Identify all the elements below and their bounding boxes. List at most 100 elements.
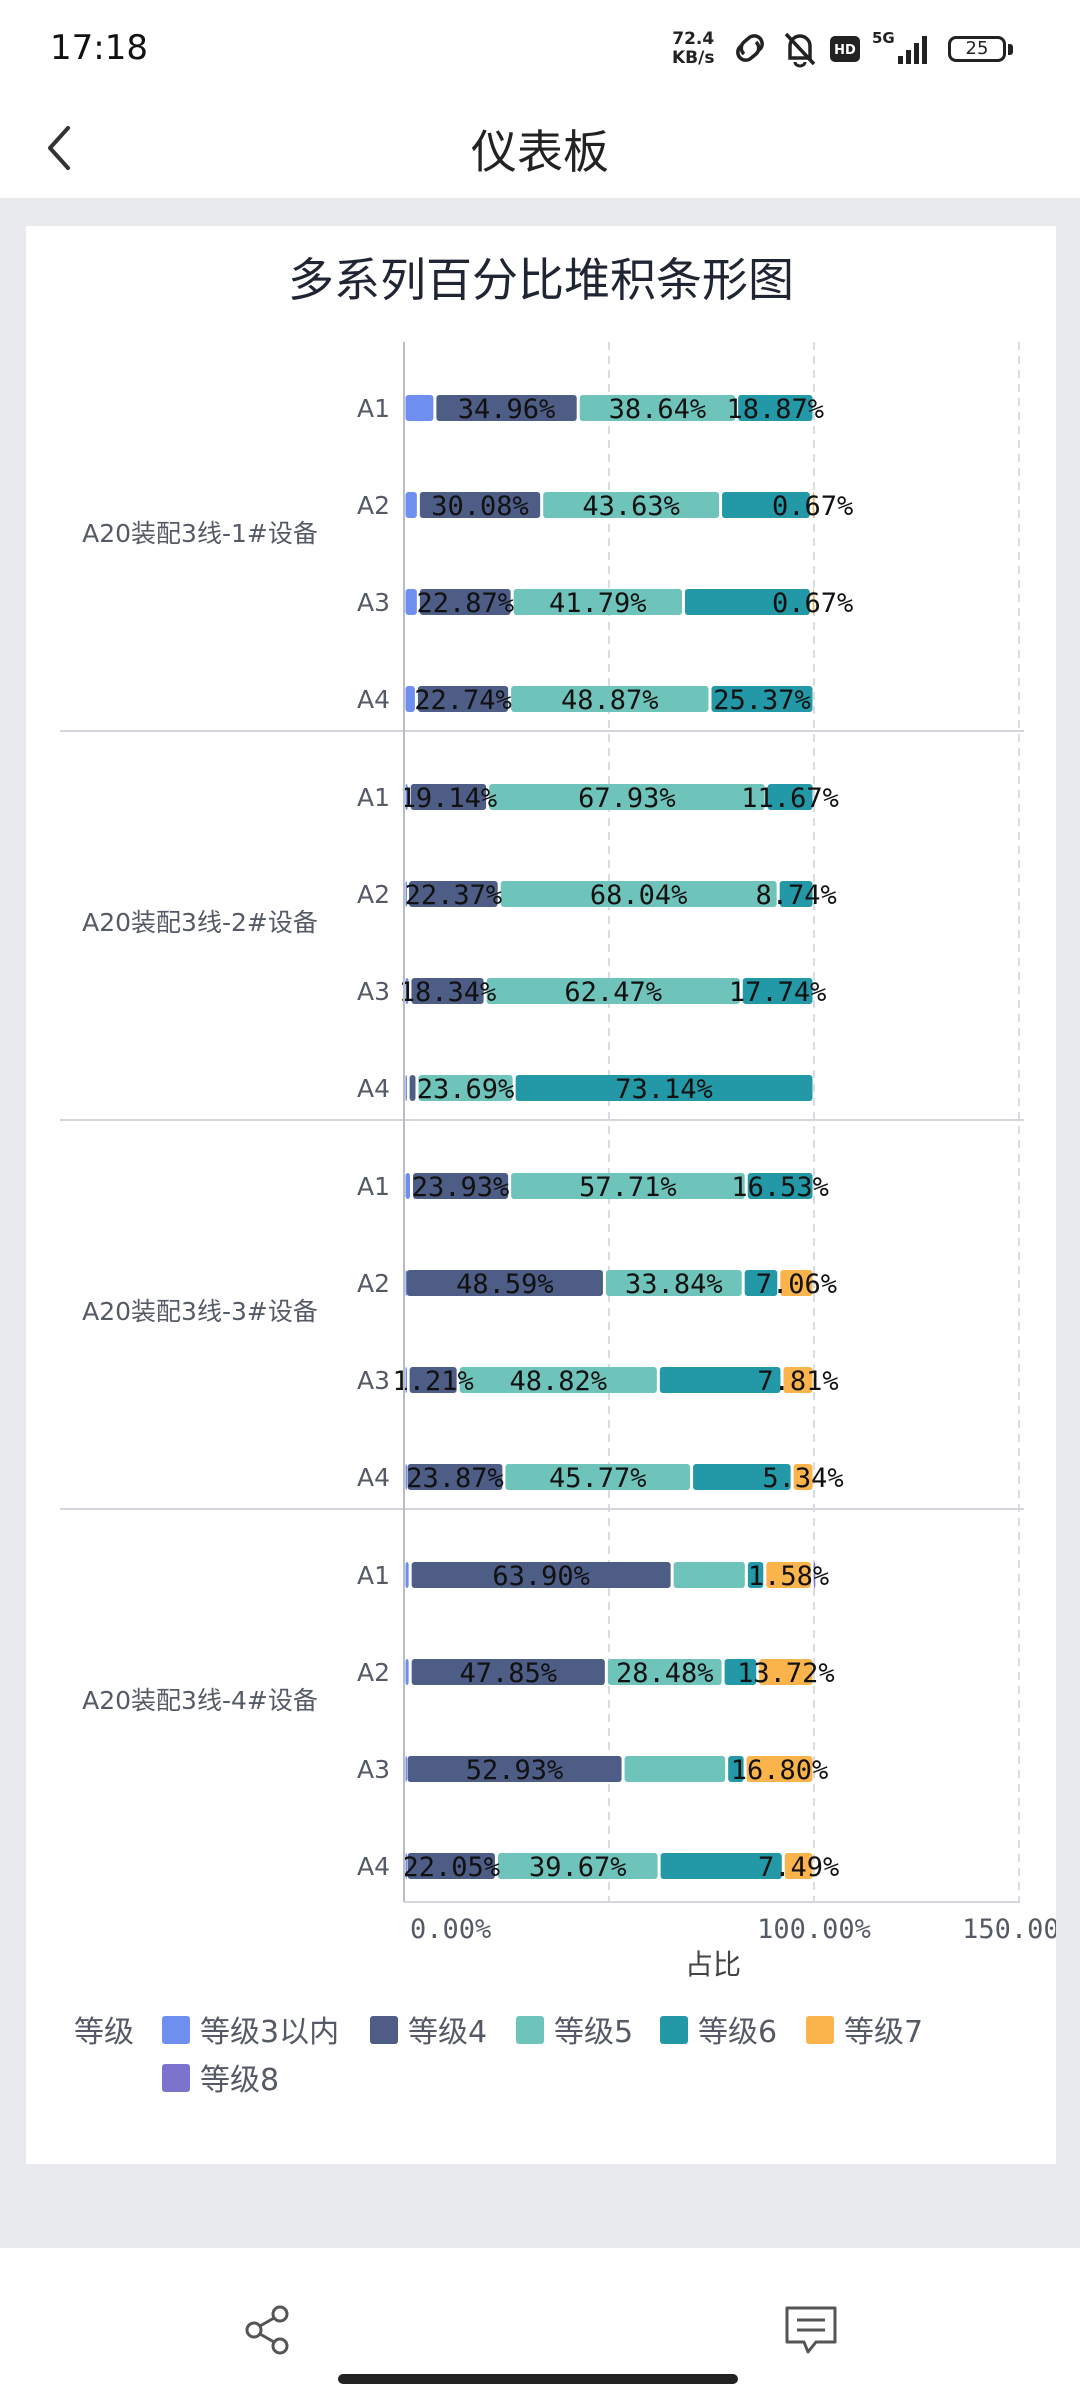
- data-label: 7.06%: [756, 1269, 837, 1300]
- battery-icon: 25: [948, 36, 1006, 62]
- net-speed-unit: KB/s: [672, 48, 715, 68]
- data-label: 0.67%: [772, 588, 853, 619]
- data-label: 48.87%: [561, 685, 659, 716]
- link-icon: [736, 34, 764, 62]
- bar-segment: [405, 492, 417, 518]
- bar-segment: [742, 978, 813, 1004]
- status-bar: 17:18 72.4 KB/s HD 5G 25: [0, 0, 1080, 96]
- bar-segment: [759, 1659, 813, 1685]
- comment-icon: [785, 2306, 837, 2354]
- data-label: 33.84%: [625, 1269, 723, 1300]
- category-label: A3: [357, 1755, 390, 1784]
- x-tick-label: 100.00%: [757, 1914, 871, 1945]
- category-label: A3: [357, 977, 390, 1006]
- svg-text:HD: HD: [834, 43, 856, 58]
- category-label: A1: [357, 394, 390, 423]
- legend-label: 等级7: [844, 2015, 923, 2050]
- data-label: 23.69%: [417, 1074, 515, 1105]
- bar-segment: [405, 1270, 407, 1296]
- bar-segment: [624, 1756, 726, 1782]
- bar-segment: [812, 492, 815, 518]
- bar-segment: [486, 978, 740, 1004]
- bar-segment: [747, 1173, 813, 1199]
- bar-segment: [405, 1853, 407, 1879]
- category-label: A4: [357, 1852, 390, 1881]
- chart-card: 多系列百分比堆积条形图 34.96% 38.64% 18.87% 30.08% 43.6…: [26, 226, 1056, 2164]
- bar-segment: [405, 395, 434, 421]
- legend: 等级 等级3以内 等级4 等级5 等级6 等级7 等级8: [74, 2015, 923, 2098]
- data-label: 45.77%: [549, 1463, 647, 1494]
- legend-swatch: [516, 2016, 544, 2044]
- legend-swatch: [162, 2064, 190, 2092]
- mute-bell-icon: [784, 32, 816, 68]
- legend-swatch: [370, 2016, 398, 2044]
- x-tick-label: 0.00%: [410, 1914, 491, 1945]
- bar-segment: [405, 1562, 409, 1588]
- back-button[interactable]: [30, 118, 90, 178]
- data-label: 18.34%: [399, 977, 497, 1008]
- net-speed: 72.4 KB/s: [672, 30, 714, 68]
- data-label: 23.93%: [412, 1172, 510, 1203]
- legend-swatch: [162, 2016, 190, 2044]
- bar-segment: [419, 492, 541, 518]
- data-label: 63.90%: [492, 1561, 590, 1592]
- bar-segment: [812, 589, 815, 615]
- bar-segment: [405, 1075, 407, 1101]
- group-label: A20装配3线-3#设备: [82, 1297, 318, 1326]
- category-label: A3: [357, 1366, 390, 1395]
- bar-segment: [684, 589, 810, 615]
- bar-segment: [411, 978, 484, 1004]
- bar-segment: [405, 1367, 407, 1393]
- data-label: 22.87%: [416, 588, 514, 619]
- bar-segment: [406, 1270, 603, 1296]
- group-label: A20装配3线-4#设备: [82, 1686, 318, 1715]
- stacked-bar-chart: 多系列百分比堆积条形图 34.96% 38.64% 18.87% 30.08% 43.6…: [60, 253, 1056, 2098]
- category-label: A1: [357, 1561, 390, 1590]
- bar-segment: [605, 1270, 742, 1296]
- data-label: 1.58%: [748, 1561, 829, 1592]
- data-label: 43.63%: [582, 491, 680, 522]
- data-label: 57.71%: [579, 1172, 677, 1203]
- bar-segment: [410, 784, 487, 810]
- bar-segment: [405, 978, 409, 1004]
- bar-segment: [411, 1562, 671, 1588]
- data-label: 11.67%: [741, 783, 839, 814]
- legend-label: 等级4: [408, 2015, 487, 2050]
- bar-segment: [459, 1367, 657, 1393]
- bar-segment: [405, 1464, 407, 1490]
- data-label: 62.47%: [564, 977, 662, 1008]
- comment-button[interactable]: [782, 2302, 840, 2358]
- bar-segment: [660, 1853, 782, 1879]
- category-label: A2: [357, 880, 390, 909]
- legend-label: 等级5: [554, 2015, 633, 2050]
- data-label: 41.79%: [549, 588, 647, 619]
- legend-title: 等级: [74, 2015, 134, 2050]
- share-button[interactable]: [240, 2302, 296, 2358]
- data-label: 5.34%: [762, 1463, 843, 1494]
- status-time: 17:18: [50, 28, 148, 68]
- bar-segment: [407, 1464, 503, 1490]
- bar-segment: [407, 1853, 495, 1879]
- home-indicator[interactable]: [338, 2374, 738, 2384]
- legend-label: 等级8: [200, 2063, 279, 2098]
- bar-segment: [728, 1756, 744, 1782]
- data-label: 28.48%: [616, 1658, 714, 1689]
- bar-segment: [409, 1367, 457, 1393]
- data-label: 8.74%: [755, 880, 836, 911]
- bar-segment: [724, 1659, 757, 1685]
- bar-segment: [500, 881, 777, 907]
- bar-segment: [405, 1659, 409, 1685]
- bar-segment: [784, 1853, 813, 1879]
- data-label: 39.67%: [529, 1852, 627, 1883]
- data-label: 16.53%: [731, 1172, 829, 1203]
- data-label: 13.72%: [737, 1658, 835, 1689]
- category-label: A1: [357, 783, 390, 812]
- bar-segment: [813, 1562, 816, 1588]
- net-speed-value: 72.4: [672, 29, 715, 49]
- bar-segment: [693, 1464, 791, 1490]
- bar-segment: [419, 589, 511, 615]
- bar-segment: [409, 1075, 416, 1101]
- battery-tip: [1008, 44, 1013, 55]
- bar-segment: [511, 686, 709, 712]
- bar-segment: [497, 1853, 658, 1879]
